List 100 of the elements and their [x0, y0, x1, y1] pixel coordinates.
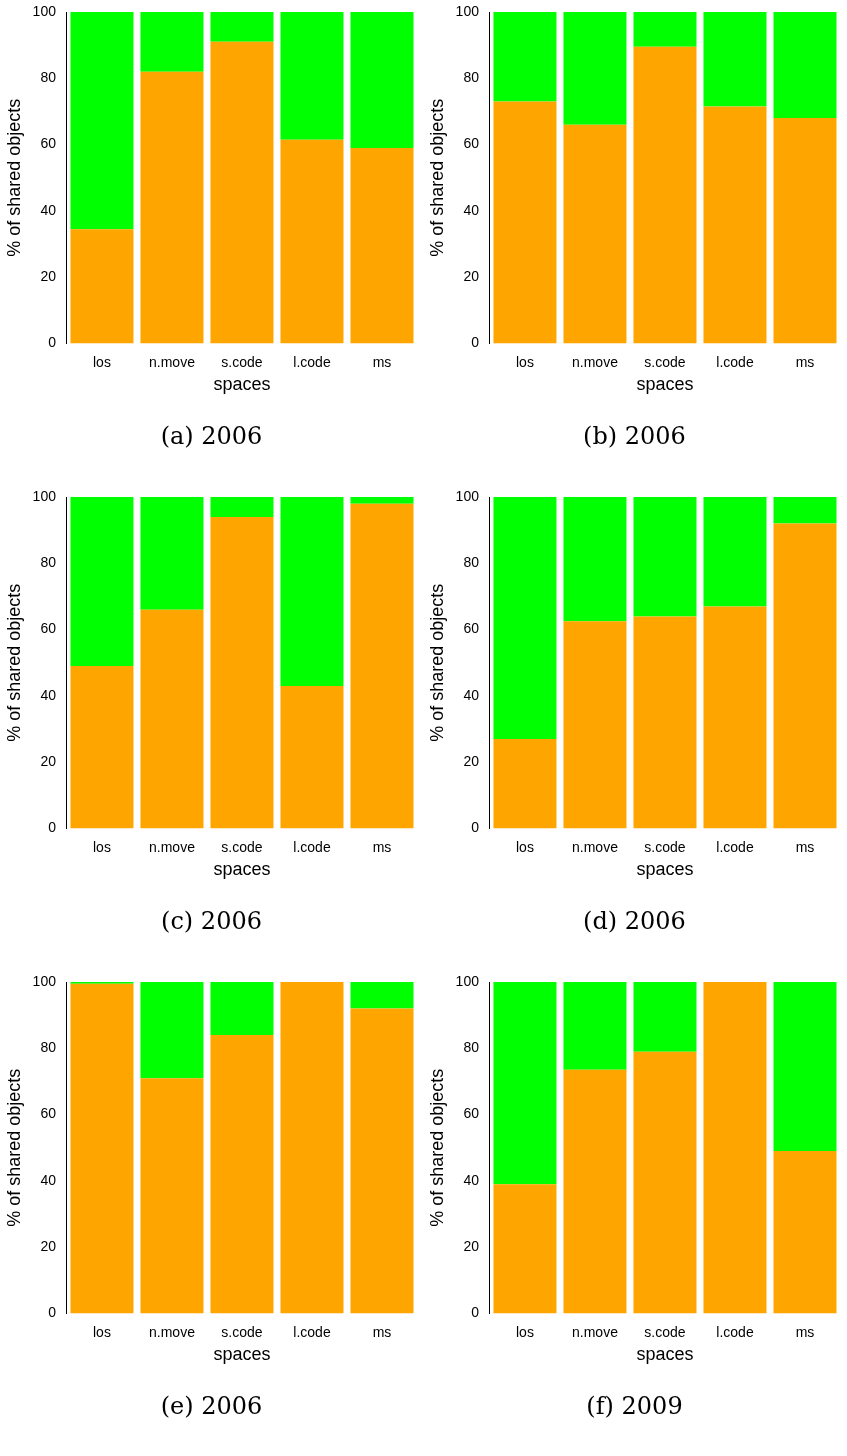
bar — [633, 46, 697, 344]
y-tick-label: 100 — [32, 972, 57, 989]
x-tick-label: s.code — [221, 838, 263, 855]
x-tick-label: s.code — [644, 838, 686, 855]
bar — [563, 982, 627, 1070]
x-tick-label: los — [93, 838, 111, 855]
bar — [140, 609, 204, 829]
bar — [633, 1051, 697, 1314]
y-tick-label: 40 — [40, 201, 57, 218]
bar — [350, 147, 414, 344]
bar — [493, 739, 557, 829]
bar — [210, 982, 274, 1036]
x-tick-label: los — [516, 353, 534, 370]
x-tick-label: l.code — [293, 838, 331, 855]
y-tick-label: 60 — [463, 1105, 480, 1122]
y-axis-title: % of shared objects — [426, 1068, 447, 1227]
x-tick-label: l.code — [716, 838, 754, 855]
y-axis-title: % of shared objects — [426, 98, 447, 257]
bar — [493, 497, 557, 740]
x-tick-label: l.code — [716, 1323, 754, 1340]
y-tick-label: 40 — [40, 1171, 57, 1188]
bar — [280, 497, 344, 687]
x-tick-label: n.move — [572, 1323, 619, 1340]
x-tick-label: los — [93, 1323, 111, 1340]
bar — [493, 982, 557, 1185]
text: (d) 2006 — [582, 907, 687, 935]
x-axis-title: spaces — [636, 1344, 694, 1365]
x-axis-title: spaces — [213, 1344, 271, 1365]
y-tick-label: 20 — [463, 753, 480, 770]
x-tick-label: los — [93, 353, 111, 370]
bar — [563, 621, 627, 829]
y-tick-label: 0 — [471, 1304, 480, 1321]
y-tick-label: 100 — [32, 2, 57, 19]
y-tick-label: 80 — [40, 69, 57, 86]
y-tick-label: 20 — [40, 753, 57, 770]
y-tick-label: 60 — [40, 135, 57, 152]
y-tick-label: 60 — [463, 135, 480, 152]
y-axis-title: % of shared objects — [426, 583, 447, 742]
y-tick-label: 60 — [463, 620, 480, 637]
bar — [140, 1078, 204, 1314]
bar — [633, 982, 697, 1052]
y-axis-title: % of shared objects — [3, 1068, 24, 1227]
text: (c) 2006 — [160, 907, 263, 935]
bar — [350, 982, 414, 1009]
x-tick-label: los — [516, 838, 534, 855]
x-tick-label: s.code — [221, 1323, 263, 1340]
y-tick-label: 20 — [40, 268, 57, 285]
y-tick-label: 40 — [463, 201, 480, 218]
bar — [280, 982, 344, 1314]
bar — [70, 12, 134, 230]
bar — [350, 503, 414, 829]
y-tick-label: 100 — [455, 972, 480, 989]
x-tick-label: n.move — [149, 1323, 196, 1340]
y-tick-label: 20 — [40, 1238, 57, 1255]
y-tick-label: 0 — [48, 334, 57, 351]
x-axis-title: spaces — [636, 374, 694, 395]
x-tick-label: n.move — [149, 353, 196, 370]
bar — [210, 12, 274, 42]
bar — [210, 516, 274, 829]
y-tick-label: 0 — [48, 819, 57, 836]
bar — [563, 124, 627, 344]
y-tick-label: 60 — [40, 1105, 57, 1122]
bar — [140, 497, 204, 610]
text: (a) 2006 — [159, 422, 264, 450]
bar — [140, 12, 204, 72]
bar — [633, 12, 697, 47]
text: (e) 2006 — [159, 1392, 264, 1420]
bar — [773, 497, 837, 524]
x-tick-label: n.move — [572, 353, 619, 370]
bar — [703, 106, 767, 344]
bar — [493, 1184, 557, 1314]
bar — [493, 101, 557, 344]
bar — [563, 12, 627, 125]
bar — [210, 1035, 274, 1314]
bar — [773, 523, 837, 829]
y-tick-label: 40 — [463, 1171, 480, 1188]
bar — [493, 12, 557, 102]
x-tick-label: n.move — [572, 838, 619, 855]
bar — [703, 497, 767, 607]
x-tick-label: s.code — [221, 353, 263, 370]
x-tick-label: s.code — [644, 1323, 686, 1340]
x-tick-label: l.code — [293, 1323, 331, 1340]
x-tick-label: s.code — [644, 353, 686, 370]
bar — [280, 12, 344, 140]
bar — [350, 497, 414, 504]
bar — [140, 71, 204, 344]
y-tick-label: 80 — [463, 69, 480, 86]
x-tick-label: ms — [372, 353, 392, 370]
bar — [70, 983, 134, 1314]
x-tick-label: ms — [795, 1323, 815, 1340]
bar — [350, 1008, 414, 1314]
x-tick-label: los — [516, 1323, 534, 1340]
y-tick-label: 0 — [471, 334, 480, 351]
bar — [773, 12, 837, 119]
bar — [350, 12, 414, 148]
bar — [280, 139, 344, 344]
bar — [70, 497, 134, 667]
y-tick-label: 0 — [48, 1304, 57, 1321]
x-tick-label: ms — [795, 353, 815, 370]
y-tick-label: 100 — [455, 2, 480, 19]
